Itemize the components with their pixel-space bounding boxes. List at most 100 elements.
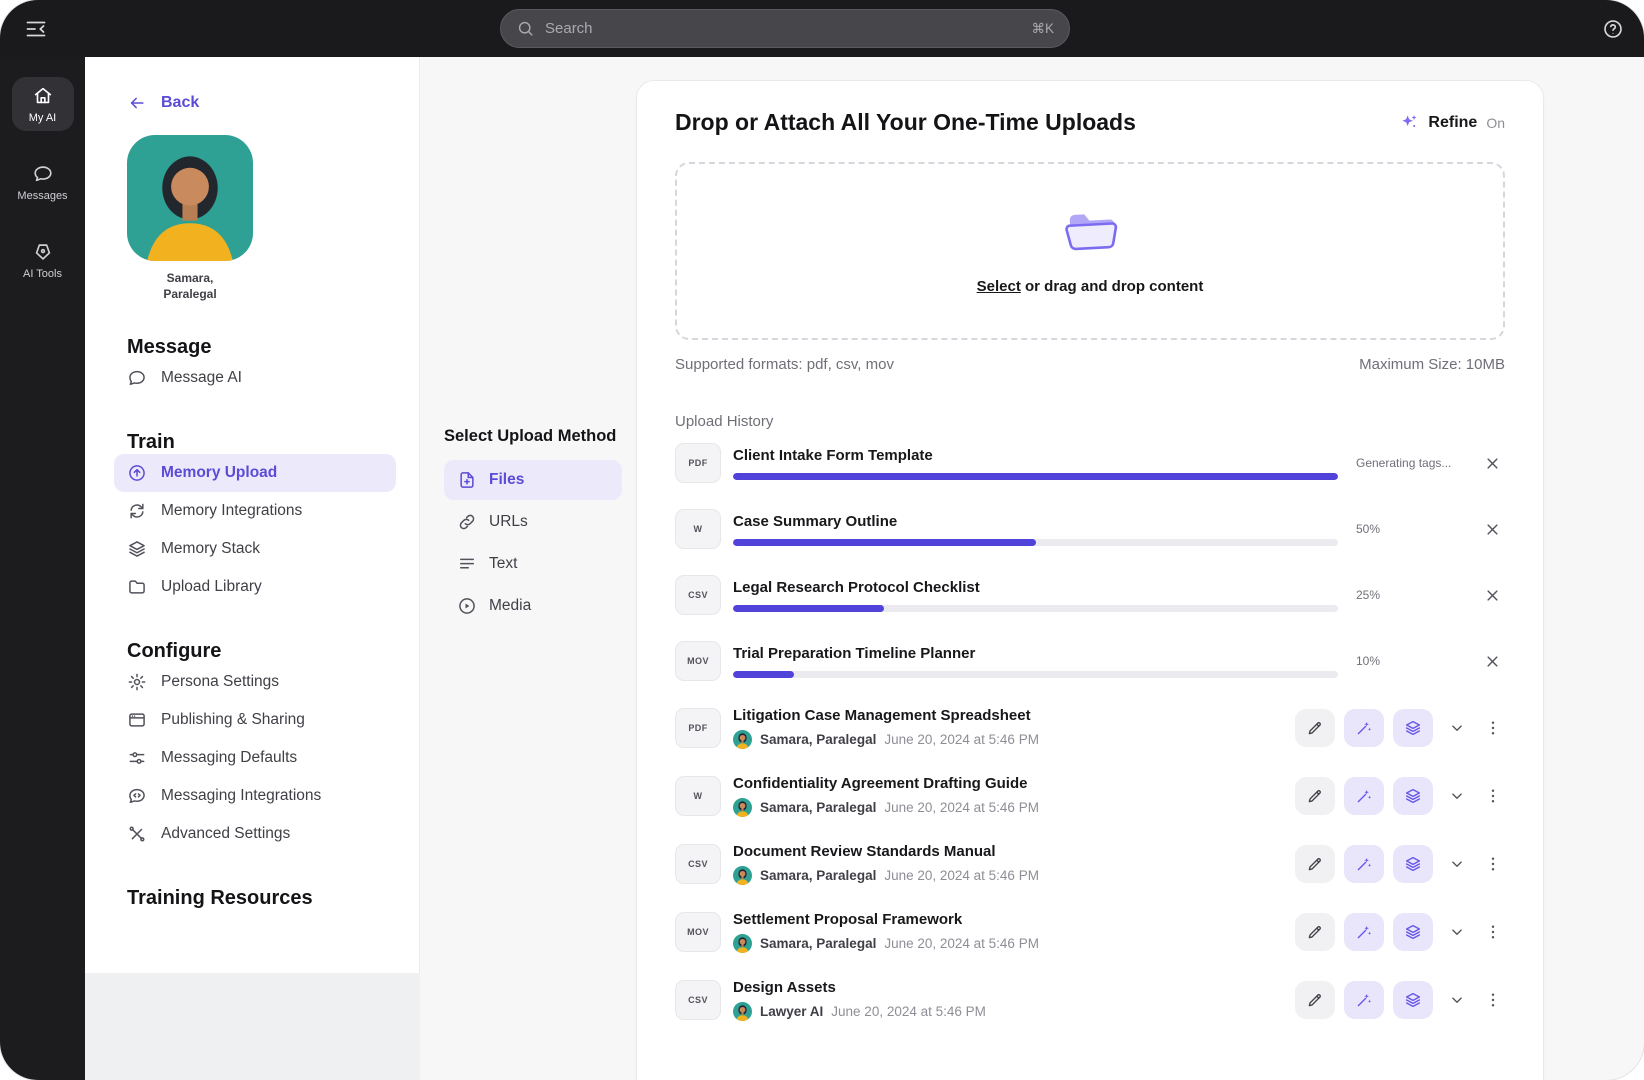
cancel-upload-button[interactable] <box>1480 649 1505 674</box>
upload-history-list: PDF Client Intake Form Template Generating… <box>675 430 1505 1034</box>
upload-name: Litigation Case Management Spreadsheet <box>733 707 1031 724</box>
refine-button[interactable] <box>1344 777 1384 815</box>
expand-row-button[interactable] <box>1445 784 1469 808</box>
expand-row-button[interactable] <box>1445 852 1469 876</box>
persona-name: Samara, Paralegal <box>127 270 253 302</box>
upload-method-media[interactable]: Media <box>444 586 622 626</box>
nav-rail-item-messages[interactable]: Messages <box>12 155 74 209</box>
sidebar-item-messaging-defaults[interactable]: Messaging Defaults <box>114 739 396 777</box>
file-type-badge: CSV <box>675 575 721 615</box>
refine-button[interactable] <box>1344 845 1384 883</box>
upload-date: June 20, 2024 at 5:46 PM <box>884 732 1039 747</box>
more-options-button[interactable] <box>1481 852 1505 876</box>
refine-toggle[interactable]: Refine On <box>1398 112 1505 133</box>
expand-row-button[interactable] <box>1445 920 1469 944</box>
upload-row-in-progress: PDF Client Intake Form Template Generating… <box>675 430 1505 496</box>
edit-button[interactable] <box>1295 913 1335 951</box>
section-heading-train: Train <box>127 431 175 454</box>
upload-meta: Samara, Paralegal June 20, 2024 at 5:46 P… <box>733 730 1283 749</box>
upload-method-label: Text <box>489 555 518 572</box>
kebab-icon <box>1484 719 1502 737</box>
expand-row-button[interactable] <box>1445 716 1469 740</box>
sidebar-item-label: Messaging Defaults <box>161 749 298 767</box>
sidebar-item-label: Memory Integrations <box>161 502 303 520</box>
refine-button[interactable] <box>1344 709 1384 747</box>
sidebar-toggle-button[interactable] <box>24 17 48 41</box>
author-avatar <box>733 730 752 749</box>
folder-icon <box>127 577 147 597</box>
help-icon <box>1602 18 1624 40</box>
sidebar-item-publishing-sharing[interactable]: Publishing & Sharing <box>114 701 396 739</box>
edit-button[interactable] <box>1295 845 1335 883</box>
sidebar-item-memory-upload[interactable]: Memory Upload <box>114 454 396 493</box>
persona-name-line2: Paralegal <box>163 287 217 302</box>
stack-button[interactable] <box>1393 981 1433 1019</box>
search-bar[interactable]: ⌘K <box>500 9 1070 48</box>
close-icon <box>1483 586 1502 605</box>
sidebar-item-memory-integrations[interactable]: Memory Integrations <box>114 492 396 530</box>
upload-name: Legal Research Protocol Checklist <box>733 578 980 596</box>
sidebar-item-messaging-integrations[interactable]: Messaging Integrations <box>114 777 396 815</box>
dropzone[interactable]: Select or drag and drop content <box>675 162 1505 340</box>
row-actions <box>1295 913 1505 951</box>
upload-history-heading: Upload History <box>675 413 774 430</box>
link-icon <box>457 512 477 532</box>
file-type-badge: MOV <box>675 912 721 952</box>
pencil-icon <box>1306 719 1324 737</box>
nav-rail-item-label: Messages <box>17 190 68 202</box>
edit-button[interactable] <box>1295 777 1335 815</box>
file-type-badge: CSV <box>675 980 721 1020</box>
upload-method-text[interactable]: Text <box>444 544 622 584</box>
search-input[interactable] <box>545 20 1022 37</box>
nav-rail-item-ai-tools[interactable]: AI Tools <box>12 233 74 287</box>
progress-bar <box>733 604 1338 612</box>
file-type-badge: PDF <box>675 443 721 483</box>
nav-rail-item-my-ai[interactable]: My AI <box>11 77 74 131</box>
more-options-button[interactable] <box>1481 784 1505 808</box>
refine-button[interactable] <box>1344 913 1384 951</box>
help-button[interactable] <box>1602 18 1624 40</box>
edit-button[interactable] <box>1295 981 1335 1019</box>
more-options-button[interactable] <box>1481 920 1505 944</box>
cancel-upload-button[interactable] <box>1480 451 1505 476</box>
more-options-button[interactable] <box>1481 988 1505 1012</box>
expand-row-button[interactable] <box>1445 988 1469 1012</box>
progress-bar <box>733 670 1338 678</box>
sidebar-item-persona-settings[interactable]: Persona Settings <box>114 663 396 701</box>
pencil-icon <box>1306 787 1324 805</box>
upload-name: Case Summary Outline <box>733 512 898 530</box>
tools-icon <box>127 824 147 844</box>
sidebar-item-advanced-settings[interactable]: Advanced Settings <box>114 815 396 853</box>
stack-button[interactable] <box>1393 913 1433 951</box>
sparkle-icon <box>1398 112 1419 133</box>
sidebar-item-message-ai[interactable]: Message AI <box>114 359 396 397</box>
progress-bar <box>733 538 1338 546</box>
progress-fill <box>733 472 1338 480</box>
more-options-button[interactable] <box>1481 716 1505 740</box>
edit-button[interactable] <box>1295 709 1335 747</box>
stack-button[interactable] <box>1393 777 1433 815</box>
upload-method-urls[interactable]: URLs <box>444 502 622 542</box>
file-type-badge: CSV <box>675 844 721 884</box>
sidebar-item-upload-library[interactable]: Upload Library <box>114 568 396 606</box>
search-shortcut: ⌘K <box>1031 20 1054 36</box>
author-avatar <box>733 934 752 953</box>
select-link[interactable]: Select <box>976 278 1021 295</box>
refine-button[interactable] <box>1344 981 1384 1019</box>
stack-button[interactable] <box>1393 845 1433 883</box>
panel-collapse-icon <box>24 17 48 41</box>
progress-bar <box>733 472 1338 480</box>
media-play-icon <box>457 596 477 616</box>
upload-method-files[interactable]: Files <box>444 460 622 500</box>
layers-icon <box>1404 719 1422 737</box>
stack-button[interactable] <box>1393 709 1433 747</box>
sidebar-item-label: Publishing & Sharing <box>161 711 305 729</box>
upload-row-completed: W Confidentiality Agreement Drafting Guid… <box>675 762 1505 830</box>
back-link[interactable]: Back <box>127 93 383 113</box>
cancel-upload-button[interactable] <box>1480 583 1505 608</box>
sidebar-item-label: Advanced Settings <box>161 825 291 843</box>
cancel-upload-button[interactable] <box>1480 517 1505 542</box>
kebab-icon <box>1484 923 1502 941</box>
sidebar-item-memory-stack[interactable]: Memory Stack <box>114 530 396 568</box>
sidebar-section: Message Message AI <box>127 336 383 397</box>
